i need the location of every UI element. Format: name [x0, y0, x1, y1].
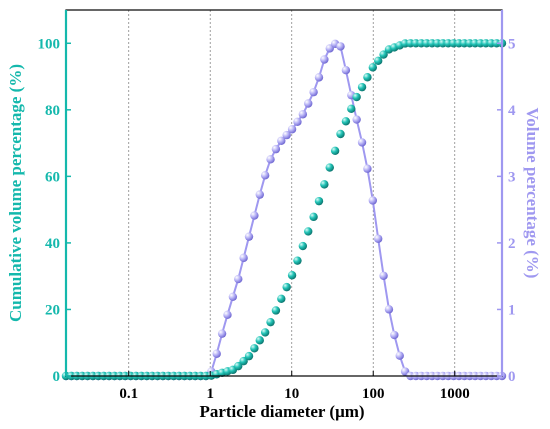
cumulative-data-point	[260, 328, 270, 337]
volume-data-point	[293, 117, 302, 126]
x-axis-title: Particle diameter (μm)	[199, 402, 364, 421]
cumulative-data-point	[255, 336, 264, 345]
right-y-tick-label: 2	[508, 236, 516, 252]
right-y-tick-label: 4	[508, 103, 516, 119]
x-tick-label: 100	[362, 386, 385, 402]
volume-data-point	[373, 234, 383, 243]
cumulative-data-point	[352, 92, 361, 102]
cumulative-data-point	[330, 146, 340, 155]
x-tick-label: 10	[284, 386, 299, 402]
cumulative-data-point	[298, 241, 308, 251]
x-tick-label: 1	[206, 386, 214, 402]
volume-data-point	[352, 115, 361, 124]
cumulative-data-point	[271, 306, 281, 315]
volume-data-point	[260, 171, 270, 180]
volume-data-point	[320, 55, 329, 64]
volume-data-point	[244, 232, 254, 241]
cumulative-data-point	[277, 294, 286, 304]
x-tick-label: 1000	[440, 386, 470, 402]
plot-frame	[65, 9, 503, 377]
right-y-tick-label: 0	[508, 369, 516, 385]
x-axis-ticks: 0.1 1 10 100 1000	[119, 371, 470, 402]
cumulative-data-point	[379, 50, 388, 59]
x-tick-label: 0.1	[119, 386, 138, 402]
volume-data-point	[379, 271, 388, 280]
left-y-tick-label: 100	[38, 36, 61, 52]
volume-data-point	[271, 144, 281, 154]
volume-data-point	[336, 42, 345, 51]
left-y-axis-title: Cumulative volume percentage (%)	[6, 64, 25, 322]
cumulative-data-point	[250, 344, 259, 353]
cumulative-data-point	[320, 180, 329, 189]
cumulative-data-point	[293, 256, 302, 265]
grid-lines	[128, 10, 456, 376]
volume-data-point	[309, 87, 318, 97]
volume-data-point	[228, 292, 238, 302]
cumulative-data-point	[266, 317, 275, 327]
volume-data-point	[304, 99, 313, 108]
cumulative-data-point	[239, 356, 248, 366]
volume-data-point	[217, 329, 227, 338]
right-y-axis-ticks: 0 1 2 3 4 5	[497, 36, 516, 385]
right-y-tick-label: 1	[508, 302, 516, 318]
volume-data-point	[384, 305, 394, 314]
cumulative-data-point	[325, 163, 334, 172]
cumulative-data-point	[304, 227, 313, 236]
volume-data-point	[298, 110, 308, 119]
left-y-tick-label: 20	[45, 302, 60, 318]
volume-data-point	[341, 66, 351, 75]
cumulative-data-point	[336, 129, 345, 139]
volume-data-point	[255, 190, 264, 199]
volume-data-point	[395, 351, 404, 360]
volume-data-point	[363, 164, 372, 173]
volume-data-point	[287, 125, 297, 134]
volume-data-point	[250, 211, 259, 220]
cumulative-data-point	[368, 63, 378, 72]
right-y-tick-label: 3	[508, 169, 516, 185]
volume-data-point	[368, 196, 378, 205]
left-y-tick-label: 40	[45, 236, 60, 252]
volume-series-line	[66, 42, 502, 377]
right-y-axis-title: Volume percentage (%)	[523, 108, 542, 279]
right-y-tick-label: 5	[508, 36, 516, 52]
cumulative-data-point	[287, 271, 297, 280]
left-y-tick-label: 80	[45, 103, 60, 119]
volume-data-point	[223, 310, 232, 320]
cumulative-data-point	[357, 82, 367, 92]
left-y-tick-label: 0	[53, 369, 61, 385]
volume-data-point	[390, 330, 399, 340]
volume-data-point	[212, 349, 221, 358]
volume-data-point	[234, 274, 243, 284]
cumulative-data-point	[282, 282, 291, 292]
left-y-tick-label: 60	[45, 169, 60, 185]
cumulative-data-point	[363, 73, 372, 82]
left-y-axis-ticks: 0 20 40 60 80 100	[38, 36, 71, 385]
volume-data-point	[314, 73, 324, 82]
cumulative-data-point	[309, 212, 318, 222]
cumulative-data-point	[244, 351, 254, 361]
volume-data-point	[266, 155, 275, 164]
volume-data-point	[357, 138, 367, 147]
volume-data-point	[239, 253, 248, 263]
volume-data-point	[282, 130, 291, 140]
cumulative-data-point	[347, 104, 356, 114]
cumulative-data-point	[234, 361, 243, 371]
volume-data-point	[277, 136, 286, 145]
cumulative-data-point	[314, 196, 324, 206]
cumulative-data-point	[341, 117, 351, 126]
cumulative-data-point	[373, 56, 383, 66]
